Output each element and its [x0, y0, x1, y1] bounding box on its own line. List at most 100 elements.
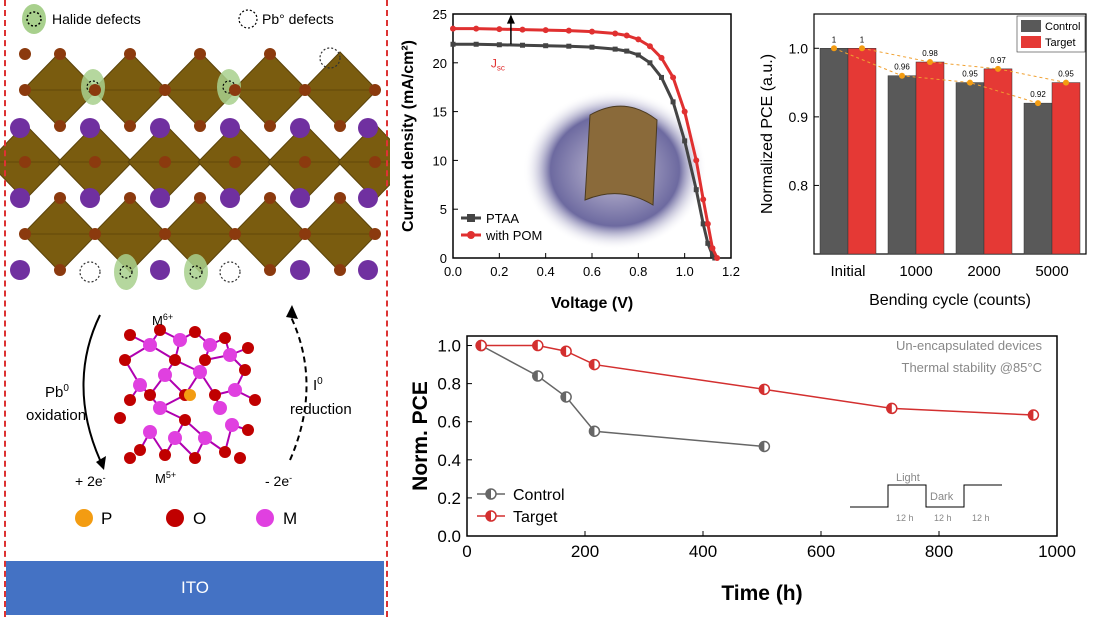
pb-atom	[334, 192, 346, 204]
pb-atom	[54, 192, 66, 204]
x-tick-label: 400	[689, 542, 717, 561]
trend-point	[899, 72, 905, 79]
bar	[887, 75, 917, 255]
m6-label: M6+	[152, 312, 173, 328]
pb-atom	[264, 120, 276, 132]
jv-data-point	[635, 52, 641, 58]
o-atom	[239, 364, 251, 376]
halide-legend-highlight	[22, 4, 46, 34]
y-tick-label: 0	[440, 251, 447, 266]
o-atom	[124, 394, 136, 406]
m-atom	[133, 378, 147, 392]
jv-data-point	[682, 138, 688, 144]
legend-label: PTAA	[486, 211, 519, 226]
legend-marker-fill	[486, 511, 491, 521]
jv-data-point	[519, 26, 526, 33]
x-tick-label: 1000	[1038, 542, 1076, 561]
m-atom	[193, 365, 207, 379]
x-tick-label: 1000	[899, 263, 932, 280]
pb-atom	[124, 120, 136, 132]
pb-atom	[54, 120, 66, 132]
pb-atom	[54, 264, 66, 276]
stability-point-fill	[561, 391, 567, 402]
y-tick-label: 0.9	[789, 109, 809, 125]
cation-atom	[80, 188, 100, 208]
o-atom	[219, 446, 231, 458]
pb-atom	[299, 84, 311, 96]
y-tick-label: 0.2	[437, 489, 461, 508]
pb-atom	[19, 228, 31, 240]
trend-line	[833, 47, 1039, 104]
m-atom	[198, 431, 212, 445]
stability-series-line	[480, 344, 765, 448]
stability-point-fill	[532, 340, 538, 351]
pb-atom	[54, 48, 66, 60]
bar-legend: Control Target	[1016, 15, 1086, 53]
stability-point-fill	[589, 359, 595, 370]
o-atom	[179, 414, 191, 426]
p-legend-marker	[75, 509, 93, 527]
halide-defect-marker	[119, 265, 133, 279]
pb-atom	[159, 228, 171, 240]
inset-dark-label: Dark	[930, 491, 954, 503]
m-atom	[223, 348, 237, 362]
trend-line	[861, 47, 1067, 84]
cation-atom	[10, 118, 30, 138]
jv-data-point	[612, 30, 619, 37]
jv-data-point	[709, 252, 715, 258]
cation-atom	[358, 118, 378, 138]
jv-data-point	[647, 60, 653, 66]
annotation-unencapsulated: Un-encapsulated devices	[896, 338, 1042, 353]
light-dark-cycle	[850, 484, 1002, 508]
pb-atom	[19, 156, 31, 168]
y-tick-label: 0.4	[437, 451, 461, 470]
p-legend-label: P	[101, 509, 112, 528]
o-atom	[189, 452, 201, 464]
bar-value-label: 0.95	[962, 70, 978, 79]
pom-cluster	[114, 324, 261, 464]
o-atom	[169, 354, 181, 366]
jv-data-point	[589, 28, 595, 35]
y-tick-label: 15	[433, 105, 447, 120]
oxidation-arrow	[82, 314, 101, 461]
pb-atom	[124, 48, 136, 60]
halide-defect-marker	[189, 265, 203, 279]
pb-atom	[369, 228, 381, 240]
i0-label: I0	[313, 376, 323, 394]
annotation-thermal: Thermal stability @85°C	[902, 360, 1043, 375]
jsc-label: Jsc	[491, 57, 505, 73]
bar	[819, 48, 849, 255]
stability-point-fill	[589, 426, 595, 437]
x-tick-label: 0.6	[583, 264, 601, 279]
x-tick-label: 5000	[1035, 263, 1068, 280]
o-atom	[249, 394, 261, 406]
jv-data-point	[700, 196, 707, 203]
pb-atom	[369, 84, 381, 96]
jv-data-point	[704, 220, 711, 227]
x-tick-label: 0.8	[629, 264, 647, 279]
legend-label: Target	[1045, 37, 1076, 49]
jv-data-point	[496, 42, 502, 48]
x-tick-label: 0.0	[444, 264, 462, 279]
bar	[847, 48, 877, 255]
cation-atom	[290, 118, 310, 138]
m-atom	[158, 368, 172, 382]
legend-label: with POM	[485, 228, 542, 243]
jv-data-point	[670, 99, 676, 105]
legend-label: Target	[513, 509, 558, 526]
cation-atom	[220, 118, 240, 138]
cation-atom	[80, 118, 100, 138]
bending-chart-panel: 0.8 0.9 1.0 Initial 1000 2000 5000 1 0.96 0.95 0.9…	[752, 0, 1097, 320]
jv-data-point	[670, 74, 677, 81]
cation-atom	[290, 260, 310, 280]
jv-data-point	[635, 36, 642, 43]
plus-2e-label: + 2e-	[75, 473, 106, 489]
m-atom	[225, 418, 239, 432]
pb-atom	[299, 228, 311, 240]
pb-atom	[264, 264, 276, 276]
x-tick-label: 2000	[967, 263, 1000, 280]
y-tick-label: 1.0	[789, 40, 809, 56]
jsc-arrowhead	[506, 14, 515, 24]
jv-data-point	[450, 25, 456, 32]
jv-data-point	[450, 41, 456, 47]
